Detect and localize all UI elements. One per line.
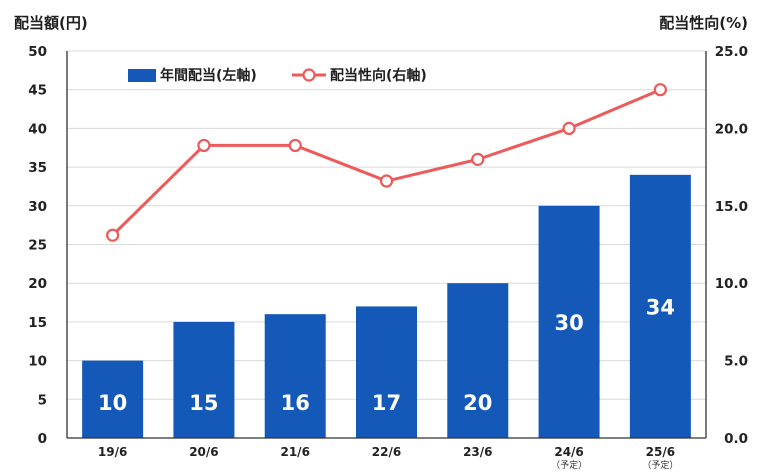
legend: 年間配当(左軸) 配当性向(右軸) (128, 67, 427, 84)
bar (447, 283, 509, 438)
legend-bar-label: 年間配当(左軸) (160, 67, 257, 84)
bar (356, 306, 417, 438)
bar-value-label: 34 (646, 295, 675, 319)
left-tick-label: 10 (28, 354, 47, 370)
left-tick-label: 50 (28, 44, 47, 60)
x-tick-note: （予定） (551, 459, 587, 471)
bar-value-label: 20 (463, 391, 492, 415)
left-tick-label: 15 (28, 315, 47, 331)
left-tick-label: 40 (28, 121, 47, 137)
legend-bar-swatch (128, 69, 156, 82)
right-tick-label: 20.0 (715, 121, 748, 137)
legend-line-marker (302, 68, 316, 82)
left-tick-label: 30 (28, 199, 47, 215)
line-point (197, 138, 211, 153)
bar (264, 314, 326, 438)
x-tick-label: 24/6 (554, 445, 583, 459)
line-point (471, 152, 485, 166)
right-tick-label: 0.0 (724, 431, 748, 447)
bar-value-label: 30 (554, 311, 583, 335)
left-tick-label: 20 (28, 276, 47, 292)
x-tick-label: 22/6 (372, 445, 401, 459)
line-point (288, 138, 302, 153)
bar (629, 174, 691, 438)
x-tick-label: 20/6 (189, 445, 218, 459)
x-tick-label: 21/6 (280, 445, 309, 459)
bar-labels: 10 15 16 17 20 30 34 (98, 295, 675, 415)
right-tick-label: 15.0 (715, 199, 748, 215)
line-point (653, 83, 667, 97)
x-tick-labels: 19/6 20/6 21/6 22/6 23/6 24/6（予定）25/6（予定） (98, 445, 678, 471)
bar (82, 360, 144, 438)
line-point (562, 121, 576, 135)
line-point (106, 228, 120, 242)
bar-value-label: 16 (281, 391, 310, 415)
left-tick-label: 35 (28, 160, 47, 176)
right-axis-title: 配当性向(%) (659, 14, 748, 32)
bar-series (82, 174, 691, 438)
bar (173, 321, 235, 438)
line-point (379, 174, 394, 188)
x-tick-label: 23/6 (463, 445, 492, 459)
bar-value-label: 17 (372, 391, 401, 415)
line-series (106, 83, 667, 242)
legend-line-label: 配当性向(右軸) (330, 67, 427, 84)
left-axis-title: 配当額(円) (14, 14, 88, 32)
right-tick-label: 10.0 (715, 276, 748, 292)
left-tick-label: 45 (28, 83, 47, 99)
right-tick-label: 5.0 (724, 354, 748, 370)
bar-value-label: 15 (189, 391, 218, 415)
bar (538, 205, 600, 438)
left-tick-label: 0 (38, 431, 47, 447)
bar-value-label: 10 (98, 391, 127, 415)
left-tick-label: 25 (28, 238, 47, 254)
axes (66, 51, 707, 439)
x-tick-label: 19/6 (98, 445, 127, 459)
right-tick-label: 25.0 (715, 44, 748, 60)
left-tick-label: 5 (38, 392, 47, 408)
x-tick-note: （予定） (642, 459, 678, 471)
left-tick-labels: 0 5 10 15 20 25 30 35 40 45 50 (28, 44, 47, 447)
x-tick-label: 25/6 (646, 445, 675, 459)
right-tick-labels: 0.0 5.0 10.0 15.0 20.0 25.0 (715, 44, 748, 447)
